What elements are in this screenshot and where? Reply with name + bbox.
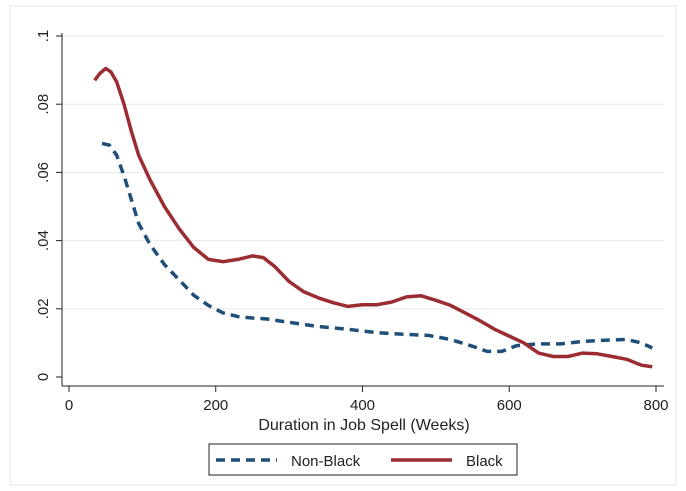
y-tick-label-3: .06	[35, 162, 52, 183]
series-lines	[93, 66, 654, 369]
legend-label-black: Black	[466, 453, 503, 470]
y-tick-label-5: .1	[35, 30, 52, 43]
x-tick-label-3: 600	[497, 397, 522, 414]
legend-label-non-black: Non-Black	[291, 453, 361, 470]
y-tick-label-4: .08	[35, 94, 52, 115]
series-line-black	[93, 66, 653, 369]
x-axis-title: Duration in Job Spell (Weeks)	[258, 417, 469, 434]
x-tick-label-2: 400	[350, 397, 375, 414]
x-tick-label-1: 200	[203, 397, 228, 414]
legend: Non-Black Black	[208, 443, 518, 476]
x-tick-label-0: 0	[65, 397, 73, 414]
axes: 0 200 400 600 800 0 .02 .04 .06 .08 .1	[35, 30, 669, 414]
x-tick-label-4: 800	[643, 397, 668, 414]
legend-box	[208, 443, 518, 476]
y-tick-label-1: .02	[35, 298, 52, 319]
y-tick-label-0: 0	[35, 373, 52, 381]
y-tick-label-2: .04	[35, 230, 52, 251]
plot-area-border	[9, 5, 677, 486]
gridlines	[62, 35, 664, 310]
